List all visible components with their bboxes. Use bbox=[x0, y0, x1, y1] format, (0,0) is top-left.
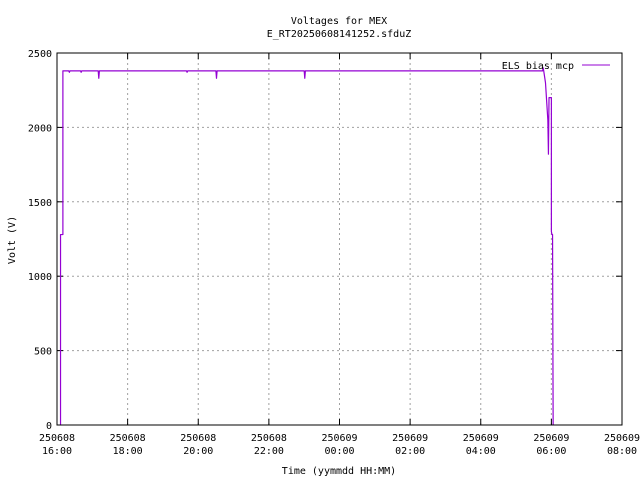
x-tick-label-date: 250609 bbox=[392, 433, 428, 444]
plot-frame bbox=[56, 52, 623, 426]
y-tick-label: 0 bbox=[46, 421, 52, 432]
x-tick-label-time: 04:00 bbox=[466, 446, 496, 457]
x-tick-label-date: 250608 bbox=[39, 433, 75, 444]
series-line-0 bbox=[59, 67, 554, 426]
x-tick-label-time: 18:00 bbox=[113, 446, 143, 457]
chart-subtitle: E_RT20250608141252.sfduZ bbox=[267, 29, 412, 40]
legend: ELS bias mcp bbox=[502, 61, 610, 72]
x-tick-label-time: 06:00 bbox=[536, 446, 566, 457]
series-group bbox=[59, 67, 554, 426]
x-tick-label-date: 250609 bbox=[463, 433, 499, 444]
x-tick-label-date: 250608 bbox=[180, 433, 216, 444]
y-tick-label: 1000 bbox=[28, 272, 52, 283]
x-tick-label-time: 00:00 bbox=[324, 446, 354, 457]
chart-title: Voltages for MEX bbox=[291, 16, 387, 27]
grid-lines bbox=[57, 53, 622, 425]
x-tick-label-time: 08:00 bbox=[607, 446, 637, 457]
x-tick-label-time: 02:00 bbox=[395, 446, 425, 457]
x-tick-label-date: 250608 bbox=[251, 433, 287, 444]
x-tick-label-date: 250609 bbox=[533, 433, 569, 444]
x-axis-label: Time (yymmdd HH:MM) bbox=[282, 466, 396, 477]
x-tick-label-date: 250608 bbox=[110, 433, 146, 444]
x-tick-label-date: 250609 bbox=[321, 433, 357, 444]
x-tick-label-time: 22:00 bbox=[254, 446, 284, 457]
y-axis-label: Volt (V) bbox=[7, 216, 18, 264]
x-tick-label-date: 250609 bbox=[604, 433, 640, 444]
axis-ticks: 0 500 1000 1500 2000 2500 250608 16:00 250608 18:… bbox=[28, 49, 640, 457]
y-tick-label: 1500 bbox=[28, 198, 52, 209]
legend-label: ELS bias mcp bbox=[502, 61, 574, 72]
x-tick-label-time: 16:00 bbox=[42, 446, 72, 457]
y-tick-label: 500 bbox=[34, 347, 52, 358]
y-tick-label: 2000 bbox=[28, 123, 52, 134]
y-tick-label: 2500 bbox=[28, 49, 52, 60]
x-tick-label-time: 20:00 bbox=[183, 446, 213, 457]
